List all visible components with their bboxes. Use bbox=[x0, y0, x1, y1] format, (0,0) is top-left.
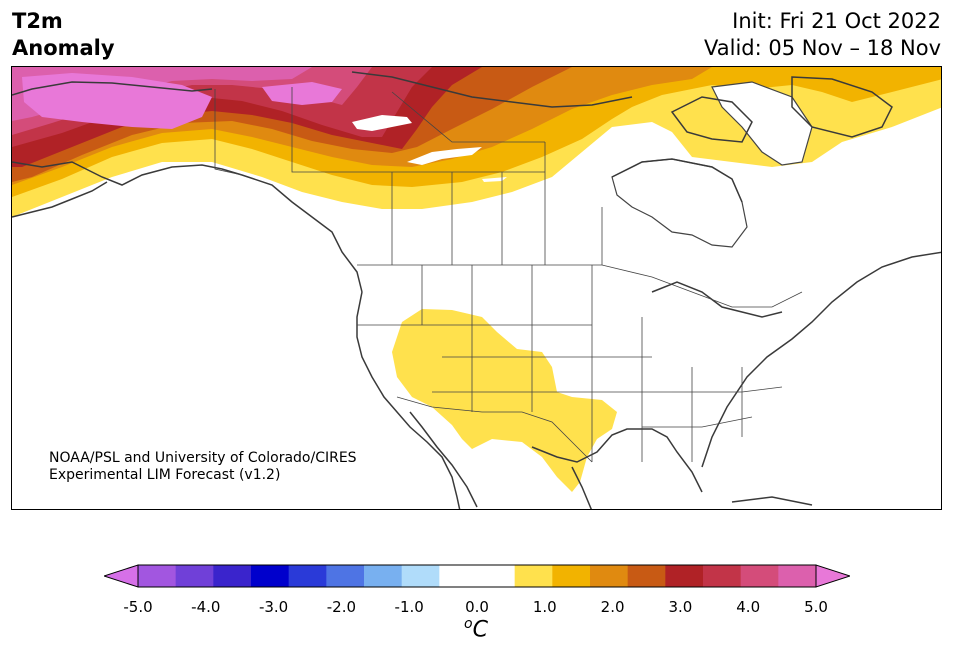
border-nunavut bbox=[391, 91, 545, 143]
colorbar-tick-label: 4.0 bbox=[736, 598, 761, 616]
colorbar-tick-label: -1.0 bbox=[394, 598, 424, 616]
anomaly-band-1-southwest bbox=[392, 309, 617, 492]
init-date: Init: Fri 21 Oct 2022 bbox=[732, 9, 941, 33]
colorbar-cell bbox=[213, 565, 252, 587]
credit-line-2: Experimental LIM Forecast (v1.2) bbox=[49, 467, 281, 483]
colorbar-cell bbox=[552, 565, 591, 587]
colorbar-cell bbox=[175, 565, 214, 587]
valid-range: Valid: 05 Nov – 18 Nov bbox=[704, 36, 941, 60]
borders bbox=[214, 87, 803, 463]
colorbar-cell bbox=[665, 565, 704, 587]
coastline-west-us bbox=[356, 291, 461, 509]
unit-degree: o bbox=[464, 616, 473, 632]
colorbar-cell bbox=[778, 565, 817, 587]
colorbar-tick-label: -5.0 bbox=[123, 598, 153, 616]
coastline-baffin bbox=[670, 96, 753, 143]
coastline-hudson bbox=[611, 158, 743, 203]
colorbar-tick-label: -2.0 bbox=[326, 598, 357, 616]
colorbar-extend-left bbox=[104, 564, 139, 588]
colorbar-cell bbox=[627, 565, 666, 587]
colorbar-cell bbox=[326, 565, 365, 587]
coastline-alaska-north bbox=[12, 81, 213, 96]
border-us-southeast bbox=[642, 386, 783, 428]
border-alaska-canada bbox=[214, 89, 243, 176]
coastline-arctic bbox=[351, 71, 633, 108]
colorbar-cell bbox=[251, 565, 290, 587]
lakes bbox=[352, 115, 507, 182]
colorbar-cell bbox=[477, 565, 516, 587]
forecast-dates: Init: Fri 21 Oct 2022 Valid: 05 Nov – 18… bbox=[704, 8, 941, 62]
colorbar-tick-label: 3.0 bbox=[668, 598, 693, 616]
colorbar-cell bbox=[439, 565, 478, 587]
water-bodies bbox=[611, 81, 941, 248]
anomaly-map bbox=[12, 67, 941, 509]
anomaly-shading bbox=[12, 67, 941, 492]
colorbar-tick-label: 2.0 bbox=[600, 598, 625, 616]
coastline-east-us bbox=[701, 251, 941, 468]
coastline-mexico-east bbox=[571, 466, 592, 509]
colorbar-cell bbox=[288, 565, 327, 587]
anomaly-band-5 bbox=[22, 73, 212, 129]
unit-celsius: C bbox=[472, 617, 488, 643]
border-us-canada bbox=[357, 264, 803, 308]
colorbar-tick-label: -4.0 bbox=[191, 598, 221, 616]
coastline-gulf bbox=[531, 428, 703, 493]
border-us-mexico bbox=[396, 396, 593, 463]
colorbar-tick-label: 5.0 bbox=[804, 598, 828, 616]
lake-athabasca bbox=[482, 177, 507, 182]
colorbar-tick-label: 0.0 bbox=[465, 598, 489, 616]
coastline-alaska-south bbox=[12, 161, 363, 293]
coastline-greenland bbox=[791, 76, 893, 138]
colorbar-unit: oC bbox=[464, 616, 488, 642]
title-variable-line1: T2m bbox=[12, 9, 63, 33]
coastline-cuba bbox=[731, 496, 813, 506]
colorbar-cells bbox=[138, 565, 817, 587]
forecast-credit: NOAA/PSL and University of Colorado/CIRE… bbox=[49, 450, 357, 484]
labrador-sea bbox=[872, 117, 941, 247]
coastline-baja bbox=[409, 411, 478, 508]
baffin-water bbox=[711, 81, 813, 166]
lake-great-bear bbox=[352, 115, 412, 131]
colorbar-tick-label: -3.0 bbox=[258, 598, 289, 616]
anomaly-band-5-east bbox=[262, 82, 342, 105]
lake-great-slave bbox=[407, 147, 482, 165]
colorbar-cell bbox=[590, 565, 629, 587]
coastline-great-lakes bbox=[651, 281, 783, 318]
coastline-aleutians bbox=[12, 181, 108, 218]
colorbar-outline bbox=[137, 564, 817, 588]
map-title: T2m Anomaly bbox=[12, 8, 115, 62]
title-variable-line2: Anomaly bbox=[12, 36, 115, 60]
colorbar-cell bbox=[703, 565, 742, 587]
border-us-states-cols bbox=[421, 265, 743, 462]
colorbar-tick-label: 1.0 bbox=[532, 598, 557, 616]
hudson-bay bbox=[611, 158, 748, 248]
coastlines bbox=[12, 71, 941, 509]
colorbar-cell bbox=[401, 565, 440, 587]
map-panel bbox=[11, 66, 942, 510]
colorbar-cell bbox=[138, 565, 177, 587]
colorbar-cell bbox=[514, 565, 553, 587]
colorbar-cell bbox=[740, 565, 779, 587]
colorbar bbox=[104, 564, 850, 588]
border-territories bbox=[291, 87, 545, 173]
colorbar-cell bbox=[364, 565, 403, 587]
credit-line-1: NOAA/PSL and University of Colorado/CIRE… bbox=[49, 450, 357, 466]
colorbar-extend-right bbox=[815, 564, 850, 588]
